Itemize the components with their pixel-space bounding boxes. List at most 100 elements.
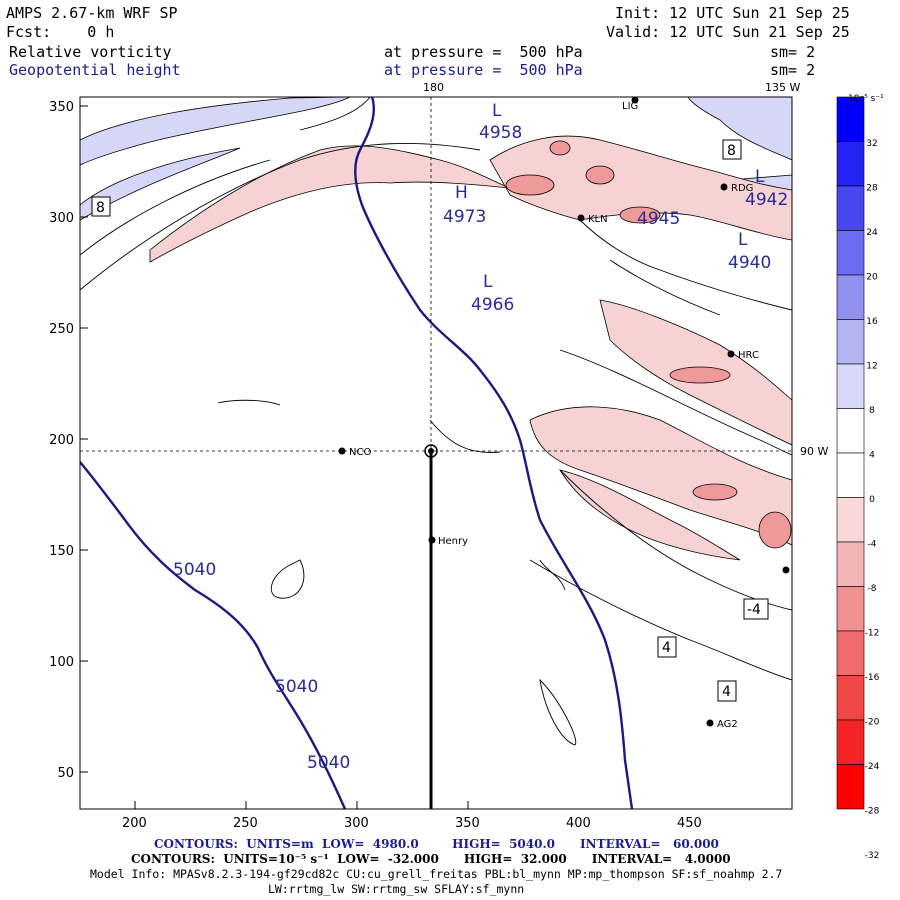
negative-vorticity-fill bbox=[149, 135, 792, 561]
meridian-90w: 90 W bbox=[800, 445, 828, 458]
colorbar-segment bbox=[836, 319, 865, 365]
colorbar-segment bbox=[836, 274, 865, 320]
station-henry: Henry bbox=[438, 536, 468, 547]
colorbar bbox=[836, 96, 865, 810]
colorbar-segment bbox=[836, 408, 865, 454]
valid-time: Valid: 12 UTC Sun 21 Sep 25 bbox=[606, 23, 850, 41]
colorbar-tick-label: 24 bbox=[866, 228, 878, 238]
station-ag2: AG2 bbox=[717, 719, 738, 730]
high-label: H bbox=[455, 183, 468, 203]
vorticity-label-4-b: 4 bbox=[722, 684, 731, 700]
height-contour-info: CONTOURS: UNITS=m LOW= 4980.0 HIGH= 5040… bbox=[154, 837, 719, 851]
colorbar-tick-label: -12 bbox=[865, 628, 880, 638]
low-value-4: 4942 bbox=[745, 190, 788, 210]
colorbar-segment bbox=[836, 586, 865, 632]
x-tick-450: 450 bbox=[677, 816, 702, 831]
vorticity-label-8-left: 8 bbox=[96, 200, 105, 216]
colorbar-segment bbox=[836, 141, 865, 187]
y-tick-100: 100 bbox=[49, 655, 74, 670]
colorbar-segment bbox=[836, 719, 865, 765]
reference-meridians bbox=[80, 97, 792, 452]
axis-tick-marks bbox=[80, 105, 469, 809]
low-value-1: 4958 bbox=[479, 123, 522, 143]
init-time: Init: 12 UTC Sun 21 Sep 25 bbox=[615, 4, 850, 22]
model-title: AMPS 2.67-km WRF SP bbox=[6, 4, 178, 22]
field1-smoothing: sm= 2 bbox=[770, 43, 816, 61]
vorticity-label-minus4: -4 bbox=[747, 602, 761, 618]
map-frame bbox=[79, 96, 793, 810]
meridian-135w: 135 W bbox=[765, 81, 800, 94]
station-rdg: RDG bbox=[731, 183, 753, 194]
y-tick-200: 200 bbox=[49, 433, 74, 448]
low-value-5: 4940 bbox=[728, 253, 771, 273]
y-tick-250: 250 bbox=[49, 322, 74, 337]
low-value-3: 4945 bbox=[637, 209, 680, 229]
x-tick-250: 250 bbox=[233, 816, 258, 831]
colorbar-tick-label: 32 bbox=[866, 139, 877, 149]
colorbar-tick-label: 12 bbox=[866, 361, 877, 371]
contour-5040-label-3: 5040 bbox=[307, 753, 350, 773]
colorbar-tick-label: 28 bbox=[866, 183, 878, 193]
colorbar-segment bbox=[836, 452, 865, 498]
x-tick-350-a: 300 bbox=[344, 816, 369, 831]
colorbar-tick-label: 4 bbox=[869, 450, 875, 460]
field2-smoothing: sm= 2 bbox=[770, 61, 816, 79]
colorbar-tick-label: -32 bbox=[865, 851, 880, 861]
vorticity-contour-info: CONTOURS: UNITS=10⁻⁵ s⁻¹ LOW= -32.000 HI… bbox=[131, 852, 731, 866]
low-value-2: 4966 bbox=[471, 295, 514, 315]
meridian-180: 180 bbox=[423, 81, 444, 94]
colorbar-tick-label: 8 bbox=[869, 406, 875, 416]
colorbar-tick-label: -16 bbox=[865, 673, 880, 683]
y-tick-150: 150 bbox=[49, 544, 74, 559]
forecast-hour: Fcst: 0 h bbox=[6, 23, 115, 41]
x-tick-350: 350 bbox=[455, 816, 480, 831]
colorbar-tick-label: 20 bbox=[866, 272, 878, 282]
field1-level: at pressure = 500 hPa bbox=[384, 43, 583, 61]
high-value: 4973 bbox=[443, 207, 486, 227]
y-tick-300: 300 bbox=[49, 211, 74, 226]
colorbar-segment bbox=[836, 764, 865, 810]
station-hrc: HRC bbox=[738, 350, 759, 361]
vorticity-label-4-a: 4 bbox=[662, 640, 671, 656]
field2-name: Geopotential height bbox=[9, 61, 181, 79]
x-tick-400: 400 bbox=[566, 816, 591, 831]
station-dots bbox=[338, 97, 790, 727]
vorticity-label-8-right: 8 bbox=[727, 143, 736, 159]
contour-5040-label-2: 5040 bbox=[275, 677, 318, 697]
colorbar-tick-label: -20 bbox=[865, 717, 880, 727]
colorbar-tick-label: 0 bbox=[869, 495, 875, 505]
colorbar-segment bbox=[836, 185, 865, 231]
colorbar-segment bbox=[836, 363, 865, 409]
station-kln: KLN bbox=[588, 214, 608, 225]
colorbar-tick-label: -24 bbox=[865, 762, 880, 772]
low-label-5: L bbox=[738, 230, 748, 250]
colorbar-tick-label: -8 bbox=[868, 584, 877, 594]
colorbar-segment bbox=[836, 675, 865, 721]
field2-level: at pressure = 500 hPa bbox=[384, 61, 583, 79]
strong-negative-vorticity bbox=[505, 140, 792, 549]
geopotential-height-contours bbox=[80, 97, 634, 809]
colorbar-tick-label: 16 bbox=[866, 317, 878, 327]
contour-5040-label-1: 5040 bbox=[173, 560, 216, 580]
south-pole-marker bbox=[424, 444, 438, 458]
colorbar-tick-label: -28 bbox=[865, 806, 880, 816]
model-info-physics: LW:rrtmg_lw SW:rrtmg_sw SFLAY:sf_mynn bbox=[268, 882, 525, 896]
station-nco: NCO bbox=[349, 447, 371, 458]
colorbar-segment bbox=[836, 630, 865, 676]
low-label-2: L bbox=[483, 272, 493, 292]
station-lig: LIG bbox=[622, 101, 638, 112]
colorbar-tick-label: -4 bbox=[868, 539, 877, 549]
low-label-4: L bbox=[755, 167, 765, 187]
colorbar-segment bbox=[836, 497, 865, 543]
vorticity-contours bbox=[80, 97, 792, 746]
colorbar-segment bbox=[836, 541, 865, 587]
low-label-1: L bbox=[492, 101, 502, 121]
y-tick-350: 350 bbox=[49, 100, 74, 115]
colorbar-unit: 10⁻⁵ s⁻¹ bbox=[848, 94, 884, 104]
colorbar-segment bbox=[836, 230, 865, 276]
x-tick-200: 200 bbox=[122, 816, 147, 831]
field1-name: Relative vorticity bbox=[9, 43, 172, 61]
y-tick-50: 50 bbox=[57, 766, 74, 781]
